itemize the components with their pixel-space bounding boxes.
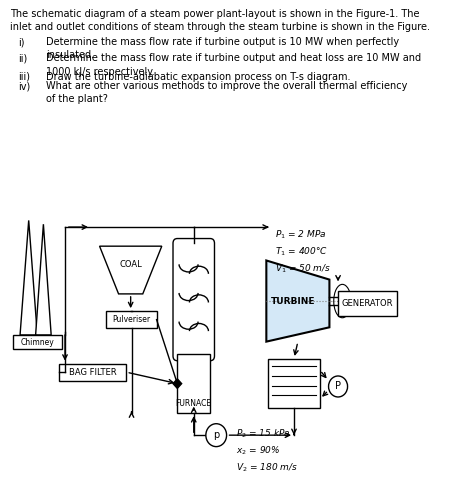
Text: Chimney: Chimney bbox=[20, 338, 54, 347]
Bar bbox=[177, 354, 210, 413]
Polygon shape bbox=[20, 220, 37, 335]
Polygon shape bbox=[100, 246, 162, 294]
Text: $P_1$ = 2 MPa
$T_1$ = 400°C
$V_1$ = 50 m/s: $P_1$ = 2 MPa $T_1$ = 400°C $V_1$ = 50 m… bbox=[275, 229, 331, 275]
Text: $P_2$ = 15 kPa
$x_2$ = 90%
$V_2$ = 180 m/s: $P_2$ = 15 kPa $x_2$ = 90% $V_2$ = 180 m… bbox=[236, 427, 298, 474]
FancyBboxPatch shape bbox=[173, 239, 215, 361]
Circle shape bbox=[206, 424, 227, 447]
Bar bbox=[338, 291, 397, 316]
Text: GENERATOR: GENERATOR bbox=[342, 299, 393, 308]
Polygon shape bbox=[266, 260, 329, 342]
Text: COAL: COAL bbox=[119, 259, 142, 269]
Text: Determine the mass flow rate if turbine output is 10 MW when perfectly
insulated: Determine the mass flow rate if turbine … bbox=[46, 37, 399, 60]
Text: P: P bbox=[335, 381, 341, 392]
Polygon shape bbox=[36, 224, 51, 335]
Text: FURNACE: FURNACE bbox=[176, 399, 212, 408]
Bar bbox=[13, 335, 62, 349]
Text: Determine the mass flow rate if turbine output and heat loss are 10 MW and
1000 : Determine the mass flow rate if turbine … bbox=[46, 53, 421, 76]
Text: i): i) bbox=[18, 37, 25, 47]
Circle shape bbox=[328, 376, 347, 397]
Text: TURBINE: TURBINE bbox=[271, 297, 316, 305]
Bar bbox=[268, 359, 320, 408]
Text: What are other various methods to improve the overall thermal efficiency
of the : What are other various methods to improv… bbox=[46, 81, 407, 104]
Text: Draw the turbine-adiabatic expansion process on T-s diagram.: Draw the turbine-adiabatic expansion pro… bbox=[46, 72, 350, 81]
Text: ii): ii) bbox=[18, 53, 27, 63]
Bar bbox=[59, 363, 127, 381]
Polygon shape bbox=[173, 379, 182, 388]
Bar bbox=[107, 311, 156, 328]
Text: Pulveriser: Pulveriser bbox=[112, 315, 151, 324]
Text: iv): iv) bbox=[18, 81, 31, 91]
Text: The schematic diagram of a steam power plant-layout is shown in the Figure-1. Th: The schematic diagram of a steam power p… bbox=[9, 9, 430, 32]
Text: BAG FILTER: BAG FILTER bbox=[69, 368, 117, 377]
Text: p: p bbox=[213, 430, 219, 440]
Text: iii): iii) bbox=[18, 72, 30, 81]
